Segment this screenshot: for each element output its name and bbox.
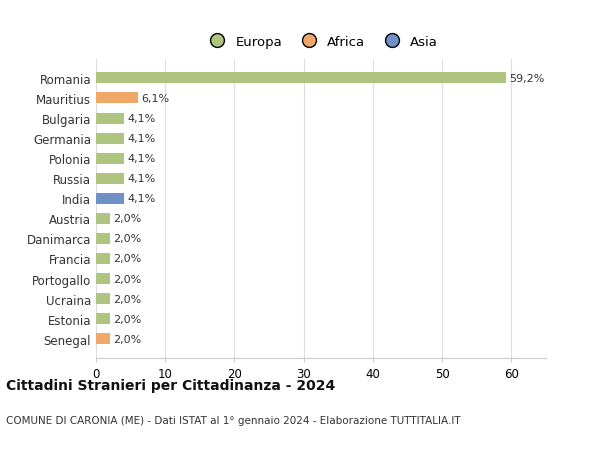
Bar	[96, 93, 138, 104]
Text: 2,0%: 2,0%	[113, 214, 142, 224]
Text: 4,1%: 4,1%	[128, 114, 156, 124]
Bar	[96, 293, 110, 304]
Bar	[96, 73, 506, 84]
Legend: Europa, Africa, Asia: Europa, Africa, Asia	[199, 30, 443, 54]
Text: 2,0%: 2,0%	[113, 314, 142, 324]
Text: COMUNE DI CARONIA (ME) - Dati ISTAT al 1° gennaio 2024 - Elaborazione TUTTITALIA: COMUNE DI CARONIA (ME) - Dati ISTAT al 1…	[6, 415, 461, 425]
Bar	[96, 153, 124, 164]
Text: 4,1%: 4,1%	[128, 134, 156, 144]
Bar	[96, 253, 110, 264]
Text: 2,0%: 2,0%	[113, 254, 142, 264]
Text: 6,1%: 6,1%	[142, 94, 170, 104]
Bar	[96, 274, 110, 285]
Text: Cittadini Stranieri per Cittadinanza - 2024: Cittadini Stranieri per Cittadinanza - 2…	[6, 379, 335, 392]
Text: 59,2%: 59,2%	[509, 74, 545, 84]
Text: 2,0%: 2,0%	[113, 294, 142, 304]
Text: 2,0%: 2,0%	[113, 234, 142, 244]
Bar	[96, 313, 110, 325]
Bar	[96, 193, 124, 204]
Text: 4,1%: 4,1%	[128, 174, 156, 184]
Bar	[96, 133, 124, 144]
Bar	[96, 213, 110, 224]
Text: 4,1%: 4,1%	[128, 154, 156, 164]
Text: 4,1%: 4,1%	[128, 194, 156, 204]
Bar	[96, 174, 124, 185]
Text: 2,0%: 2,0%	[113, 334, 142, 344]
Bar	[96, 233, 110, 244]
Bar	[96, 113, 124, 124]
Text: 2,0%: 2,0%	[113, 274, 142, 284]
Bar	[96, 333, 110, 344]
